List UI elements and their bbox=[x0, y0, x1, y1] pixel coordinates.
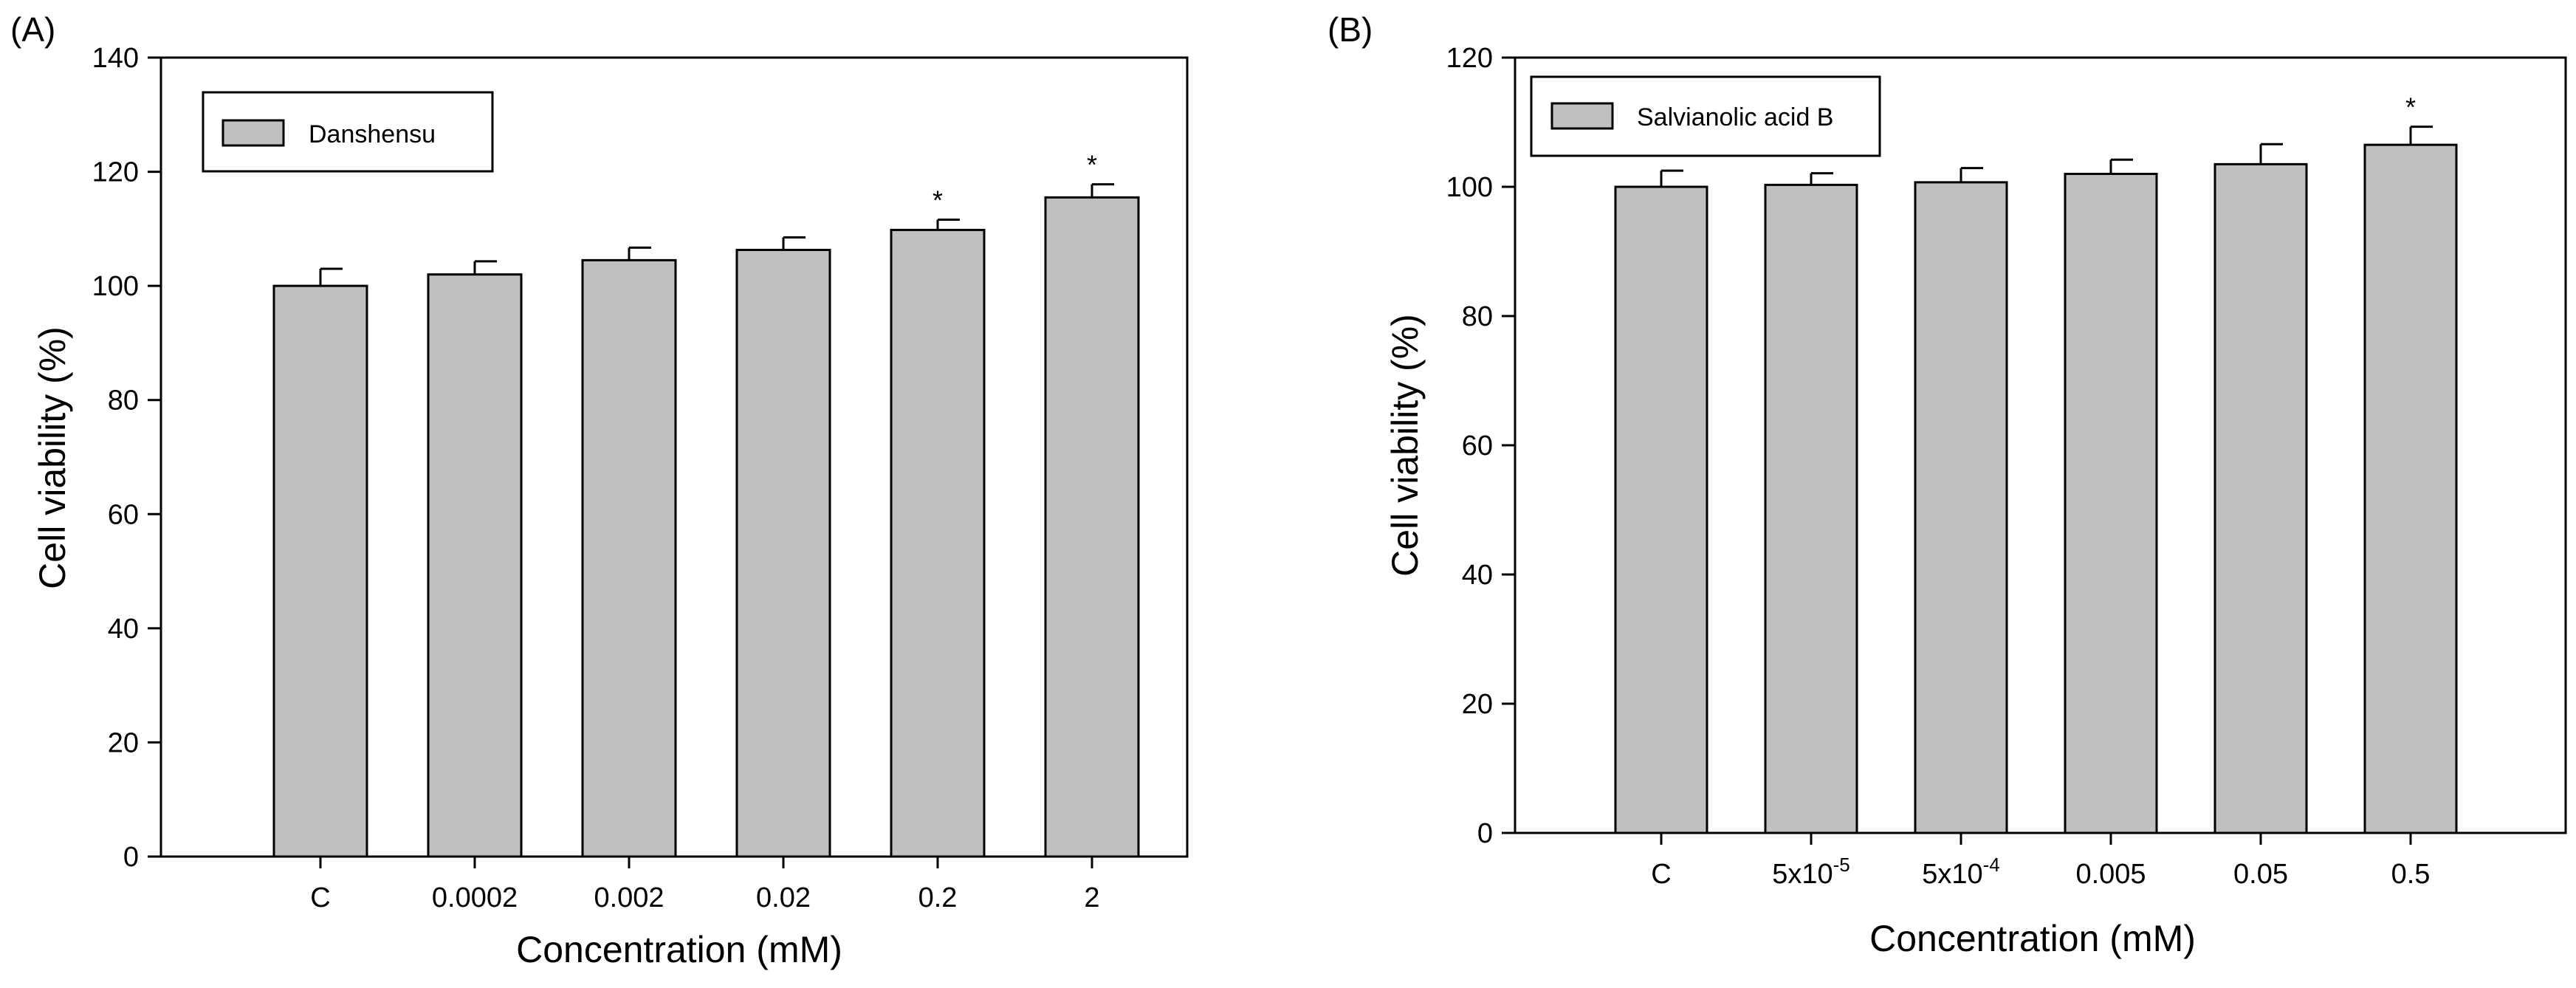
x-tick-label: 0.05 bbox=[2233, 859, 2288, 890]
bar-0005 bbox=[2064, 173, 2158, 834]
y-axis-label: Cell viability (%) bbox=[1384, 314, 1426, 577]
legend-swatch bbox=[221, 119, 285, 147]
x-tick-label-text: 0.005 bbox=[2075, 859, 2146, 890]
x-axis-label: Concentration (mM) bbox=[516, 929, 842, 970]
x-tick-label: 0.5 bbox=[2391, 859, 2431, 890]
x-tick-label-exponent: -4 bbox=[1983, 854, 2000, 876]
x-tick-label: C bbox=[310, 882, 330, 913]
y-tick-label: 20 bbox=[1462, 689, 1493, 720]
significance-marker: * bbox=[2405, 92, 2416, 123]
x-tick-label-text: 0.5 bbox=[2391, 859, 2431, 890]
y-tick-label: 0 bbox=[123, 842, 139, 873]
bar-0002 bbox=[581, 258, 677, 858]
y-tick-label: 120 bbox=[92, 157, 139, 188]
x-tick-label: 0.002 bbox=[594, 882, 664, 913]
x-tick-label-text: 2 bbox=[1084, 882, 1099, 913]
chart-panel-b: (B)C 5x10-5 5x10-4 0.005 0.05*0.502040608010… bbox=[1328, 10, 2567, 959]
x-tick-label: 5x10-4 bbox=[1922, 854, 2000, 890]
x-tick-label-text: 0.002 bbox=[594, 882, 664, 913]
x-tick-label: 5x10-5 bbox=[1772, 854, 1850, 890]
panel-label: (B) bbox=[1328, 10, 1373, 49]
x-tick-label-exponent: -5 bbox=[1833, 854, 1850, 876]
legend-swatch bbox=[1550, 102, 1614, 130]
y-tick-label: 120 bbox=[1446, 43, 1493, 74]
bar-C bbox=[272, 284, 368, 858]
y-tick-label: 80 bbox=[108, 385, 139, 416]
y-tick-label: 140 bbox=[92, 43, 139, 74]
y-tick-label: 40 bbox=[1462, 560, 1493, 591]
bar-2 bbox=[1044, 196, 1140, 858]
panel-label: (A) bbox=[10, 10, 55, 49]
significance-marker: * bbox=[932, 185, 943, 215]
bar-5x10-4 bbox=[1914, 181, 2008, 834]
x-axis-label: Concentration (mM) bbox=[1869, 918, 2196, 959]
x-tick-label: 0.02 bbox=[756, 882, 811, 913]
y-tick-label: 100 bbox=[1446, 172, 1493, 203]
significance-marker: * bbox=[1087, 150, 1097, 180]
y-tick-label: 40 bbox=[108, 614, 139, 645]
legend-label: Danshensu bbox=[309, 120, 436, 148]
y-tick-label: 100 bbox=[92, 271, 139, 302]
x-tick-label-text: 0.05 bbox=[2233, 859, 2288, 890]
x-tick-label-text: 0.0002 bbox=[432, 882, 518, 913]
y-tick-label: 60 bbox=[1462, 430, 1493, 462]
legend-box bbox=[202, 91, 494, 173]
y-tick-label: 20 bbox=[108, 727, 139, 758]
y-tick-label: 0 bbox=[1477, 818, 1493, 849]
legend: Danshensu bbox=[202, 91, 494, 173]
x-tick-label-text: 0.02 bbox=[756, 882, 811, 913]
x-tick-label: 0.005 bbox=[2075, 859, 2146, 890]
x-tick-label: C bbox=[1651, 859, 1671, 890]
bar-C bbox=[1614, 185, 1708, 834]
bar-002 bbox=[735, 248, 831, 858]
x-tick-label: 2 bbox=[1084, 882, 1099, 913]
x-tick-label-text: C bbox=[310, 882, 330, 913]
chart-panel-a: (A)C 0.0002 0.002 0.02*0.2*2020406080100120… bbox=[10, 10, 1189, 970]
x-tick-label: 0.2 bbox=[918, 882, 958, 913]
y-tick-label: 80 bbox=[1462, 301, 1493, 332]
bar-00002 bbox=[427, 273, 523, 858]
x-tick-label-text: C bbox=[1651, 859, 1671, 890]
legend: Salvianolic acid B bbox=[1530, 75, 1881, 157]
legend-label: Salvianolic acid B bbox=[1637, 103, 1833, 131]
x-tick-label: 0.0002 bbox=[432, 882, 518, 913]
bar-5x10-5 bbox=[1764, 183, 1858, 834]
x-tick-label-text: 5x10 bbox=[1922, 859, 1982, 890]
x-tick-label-text: 0.2 bbox=[918, 882, 958, 913]
bar-05 bbox=[2363, 143, 2458, 834]
plot-frame bbox=[159, 56, 1189, 858]
y-axis-label: Cell viability (%) bbox=[32, 326, 73, 589]
y-tick-label: 60 bbox=[108, 499, 139, 530]
bar-005 bbox=[2213, 162, 2308, 834]
bar-02 bbox=[890, 228, 986, 858]
x-tick-label-text: 5x10 bbox=[1772, 859, 1833, 890]
